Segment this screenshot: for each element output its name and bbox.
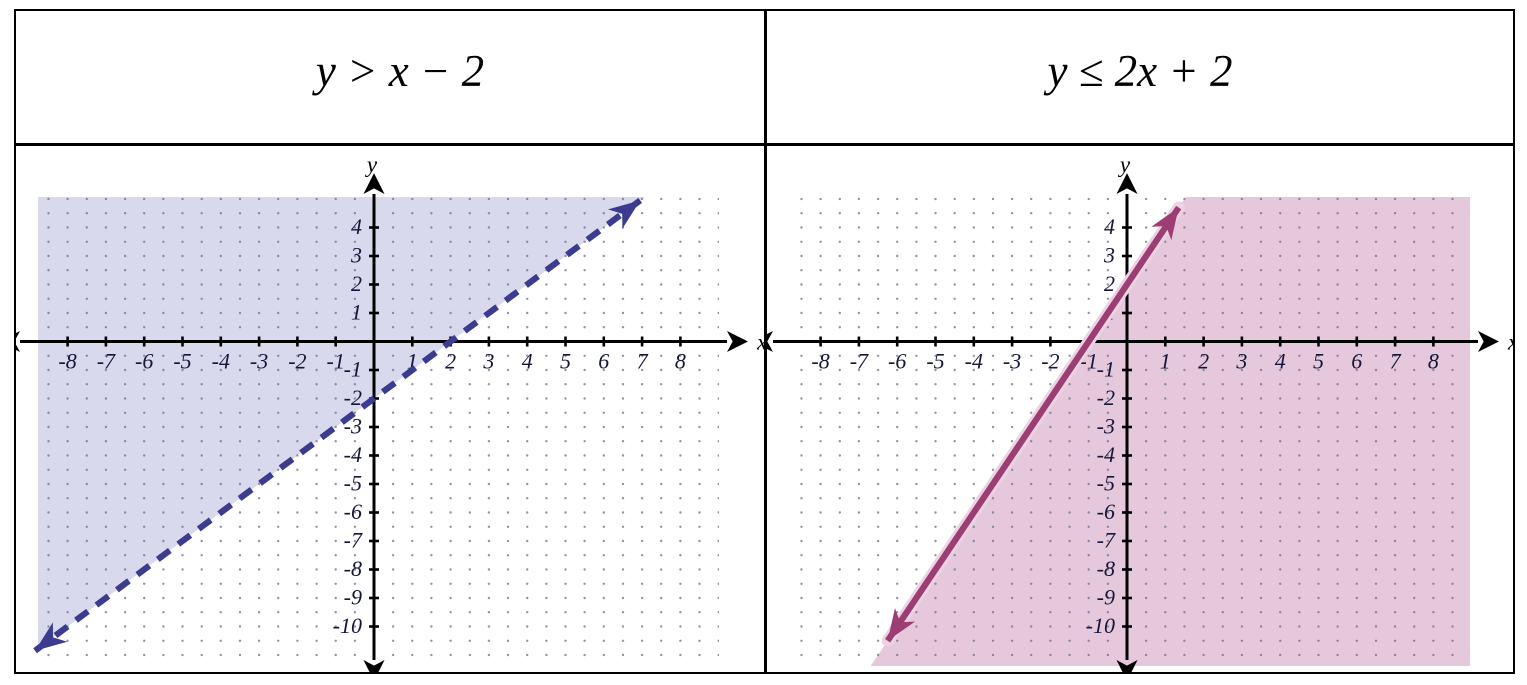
svg-text:-2: -2 (344, 385, 362, 410)
svg-text:2: 2 (1104, 271, 1115, 296)
svg-text:-1: -1 (344, 356, 362, 381)
svg-text:-10: -10 (333, 613, 362, 638)
svg-text:-6: -6 (1096, 499, 1114, 524)
svg-text:x: x (756, 329, 764, 354)
svg-text:-3: -3 (1002, 348, 1020, 373)
svg-text:-2: -2 (1096, 385, 1114, 410)
svg-text:4: 4 (1274, 348, 1285, 373)
svg-text:3: 3 (1235, 348, 1247, 373)
svg-text:6: 6 (598, 348, 609, 373)
svg-text:-8: -8 (58, 348, 76, 373)
svg-text:8: 8 (675, 348, 686, 373)
svg-text:-5: -5 (173, 348, 191, 373)
svg-text:7: 7 (1389, 348, 1401, 373)
svg-text:-4: -4 (212, 348, 230, 373)
svg-text:-4: -4 (344, 442, 362, 467)
svg-text:-8: -8 (344, 556, 362, 581)
svg-text:8: 8 (1427, 348, 1438, 373)
svg-text:-6: -6 (344, 499, 362, 524)
svg-text:-6: -6 (135, 348, 153, 373)
svg-text:2: 2 (351, 271, 362, 296)
svg-text:2: 2 (445, 348, 456, 373)
svg-text:5: 5 (1313, 348, 1324, 373)
svg-text:3: 3 (482, 348, 494, 373)
svg-text:-9: -9 (1096, 584, 1114, 609)
svg-text:6: 6 (1351, 348, 1362, 373)
svg-text:y: y (1117, 152, 1130, 177)
svg-text:3: 3 (1103, 242, 1115, 267)
svg-text:2: 2 (1198, 348, 1209, 373)
svg-text:-1: -1 (1096, 356, 1114, 381)
svg-text:-9: -9 (344, 584, 362, 609)
svg-text:x: x (1507, 329, 1516, 354)
svg-text:3: 3 (350, 242, 362, 267)
svg-text:-4: -4 (964, 348, 982, 373)
svg-text:-5: -5 (344, 470, 362, 495)
svg-text:-1: -1 (327, 348, 345, 373)
svg-text:-3: -3 (250, 348, 268, 373)
svg-text:-7: -7 (344, 527, 363, 552)
svg-text:-10: -10 (1085, 613, 1114, 638)
svg-text:4: 4 (351, 214, 362, 239)
svg-text:-2: -2 (1041, 348, 1059, 373)
svg-text:-7: -7 (849, 348, 868, 373)
svg-text:y: y (365, 152, 378, 177)
svg-text:-8: -8 (811, 348, 829, 373)
svg-text:7: 7 (637, 348, 649, 373)
svg-text:-3: -3 (1096, 413, 1114, 438)
svg-text:4: 4 (1104, 214, 1115, 239)
svg-text:1: 1 (1159, 348, 1170, 373)
svg-text:5: 5 (560, 348, 571, 373)
svg-text:-5: -5 (1096, 470, 1114, 495)
svg-text:-7: -7 (97, 348, 116, 373)
svg-text:-6: -6 (888, 348, 906, 373)
svg-text:-7: -7 (1096, 527, 1115, 552)
svg-text:-8: -8 (1096, 556, 1114, 581)
svg-text:-5: -5 (926, 348, 944, 373)
svg-text:1: 1 (351, 299, 362, 324)
svg-text:4: 4 (522, 348, 533, 373)
svg-text:-2: -2 (288, 348, 306, 373)
svg-text:-4: -4 (1096, 442, 1114, 467)
